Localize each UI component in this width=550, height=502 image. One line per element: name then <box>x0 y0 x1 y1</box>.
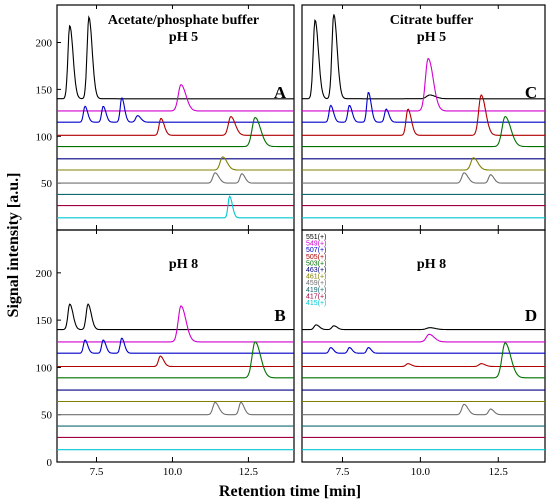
x-tick-label: 7.5 <box>336 466 350 478</box>
legend-entry: 461(+) <box>306 274 326 281</box>
panel-title-line2: pH 8 <box>417 257 446 272</box>
series-line-459 <box>57 172 294 184</box>
series-line-459 <box>302 172 545 184</box>
panel-title-line1: Citrate buffer <box>390 13 474 28</box>
legend-entry: 549(+) <box>306 241 326 248</box>
y-tick-label: 200 <box>36 38 53 50</box>
legend-entry: 505(+) <box>306 254 326 261</box>
panel-frame <box>56 229 295 463</box>
x-axis-label: Retention time [min] <box>219 483 361 500</box>
series-line-551 <box>57 303 294 331</box>
series-line-549 <box>302 57 545 112</box>
series-line-505 <box>302 363 545 368</box>
series-line-507 <box>57 337 294 354</box>
y-tick-label: 50 <box>41 410 53 422</box>
legend-entry: 415(+) <box>306 300 326 307</box>
y-tick-label: 150 <box>36 84 53 96</box>
x-tick-label: 12.5 <box>239 466 259 478</box>
series-line-549 <box>57 305 294 343</box>
y-tick-label: 0 <box>47 457 53 469</box>
series-line-549 <box>57 84 294 112</box>
series-line-459 <box>57 401 294 416</box>
legend-entry: 463(+) <box>306 267 326 274</box>
series-line-415 <box>57 195 294 219</box>
series-line-505 <box>57 115 294 136</box>
series-line-503 <box>57 341 294 379</box>
y-tick-label: 200 <box>36 268 53 280</box>
legend: 551(+)549(+)507(+)505(+)503(+)463(+)461(… <box>306 234 326 307</box>
series-line-505 <box>302 94 545 136</box>
panels: 50 100 150 200 Acetate/phosphate buffer pH 5 A… <box>36 4 546 478</box>
x-tick-label: 7.5 <box>90 466 104 478</box>
series-line-503 <box>302 342 545 379</box>
panel-letter: A <box>274 83 287 102</box>
series-line-551 <box>57 15 294 100</box>
x-tick-label: 10.0 <box>163 466 183 478</box>
series-line-459 <box>302 403 545 416</box>
x-tick-label: 10.0 <box>411 466 431 478</box>
x-tick-label: 12.5 <box>489 466 509 478</box>
y-tick-label: 150 <box>36 315 53 327</box>
series-line-461 <box>302 157 545 171</box>
series-line-505 <box>57 355 294 368</box>
panel-c: Citrate buffer pH 5 C <box>301 4 546 231</box>
panel-a: 50 100 150 200 Acetate/phosphate buffer pH 5 A <box>36 4 295 231</box>
series-line-507 <box>302 347 545 354</box>
y-tick-label: 50 <box>41 178 53 190</box>
panel-title-line2: pH 5 <box>169 30 198 45</box>
legend-entry: 417(+) <box>306 293 326 300</box>
y-tick-label: 100 <box>36 362 53 374</box>
panel-b: 7.5 10.0 12.5 0 50 100 150 200 pH 8 B <box>36 229 295 478</box>
y-axis-label: Signal intensity [a.u.] <box>5 173 22 318</box>
series-line-507 <box>302 91 545 123</box>
series-line-549 <box>302 333 545 343</box>
series-line-507 <box>57 97 294 123</box>
legend-entry: 507(+) <box>306 247 326 254</box>
panel-frame <box>301 229 546 463</box>
series-line-503 <box>57 117 294 148</box>
panel-title-line1: Acetate/phosphate buffer <box>108 13 259 28</box>
series-line-461 <box>57 156 294 171</box>
series-line-551 <box>302 324 545 331</box>
legend-entry: 551(+) <box>306 234 326 241</box>
legend-entry: 419(+) <box>306 287 326 294</box>
legend-entry: 459(+) <box>306 280 326 287</box>
legend-entry: 503(+) <box>306 260 326 267</box>
panel-letter: D <box>525 306 537 325</box>
panel-title-line2: pH 8 <box>169 257 198 272</box>
panel-d: 7.5 10.0 12.5 pH 8 D <box>301 229 546 478</box>
panel-title-line2: pH 5 <box>417 30 446 45</box>
y-tick-label: 100 <box>36 131 53 143</box>
panel-letter: C <box>525 83 537 102</box>
panel-letter: B <box>274 306 285 325</box>
series-line-503 <box>302 115 545 148</box>
